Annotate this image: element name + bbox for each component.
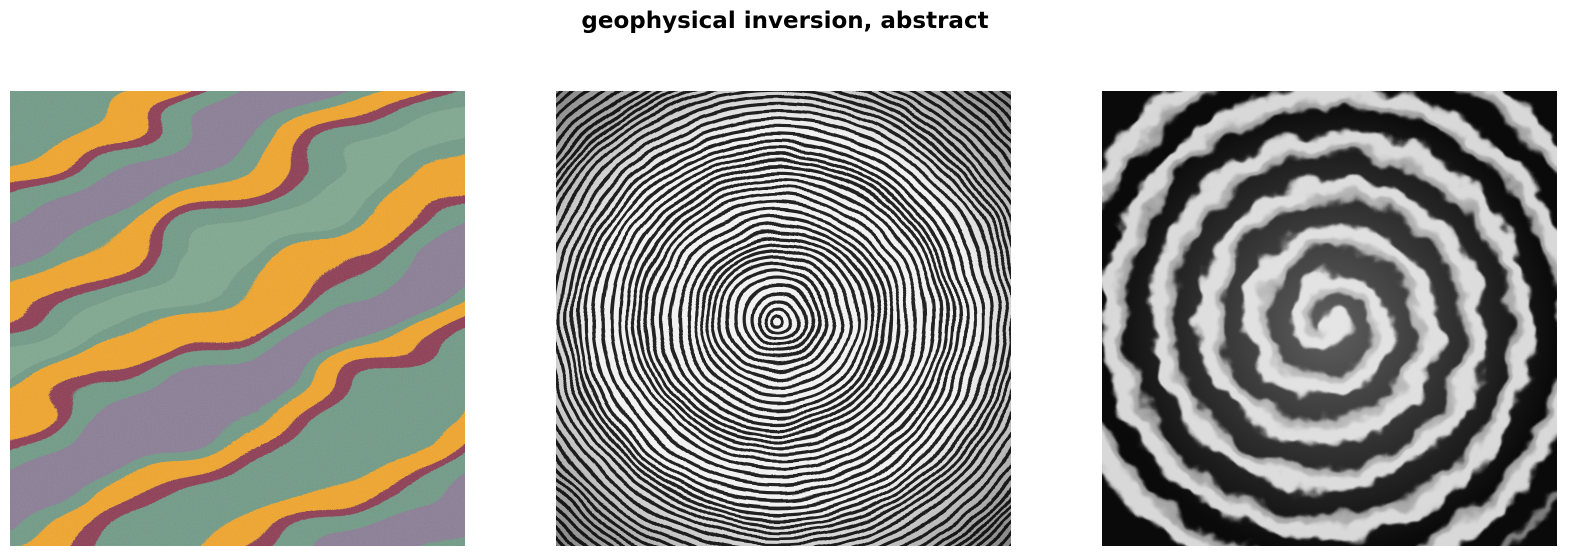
figure-title: geophysical inversion, abstract — [581, 8, 989, 34]
image-panel-marbled-stripes — [10, 91, 465, 546]
image-panel-concentric-rings — [556, 91, 1011, 546]
image-panel-spiral-vortex — [1102, 91, 1557, 546]
concentric-rings-image — [556, 91, 1011, 546]
marbled-stripes-image — [10, 91, 465, 546]
spiral-vortex-image — [1102, 91, 1557, 546]
